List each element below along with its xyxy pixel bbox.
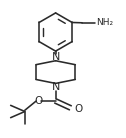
Text: O: O [34,96,42,106]
Text: O: O [74,104,82,114]
Text: NH₂: NH₂ [96,18,113,27]
Text: N: N [51,52,60,62]
Text: N: N [51,82,60,92]
